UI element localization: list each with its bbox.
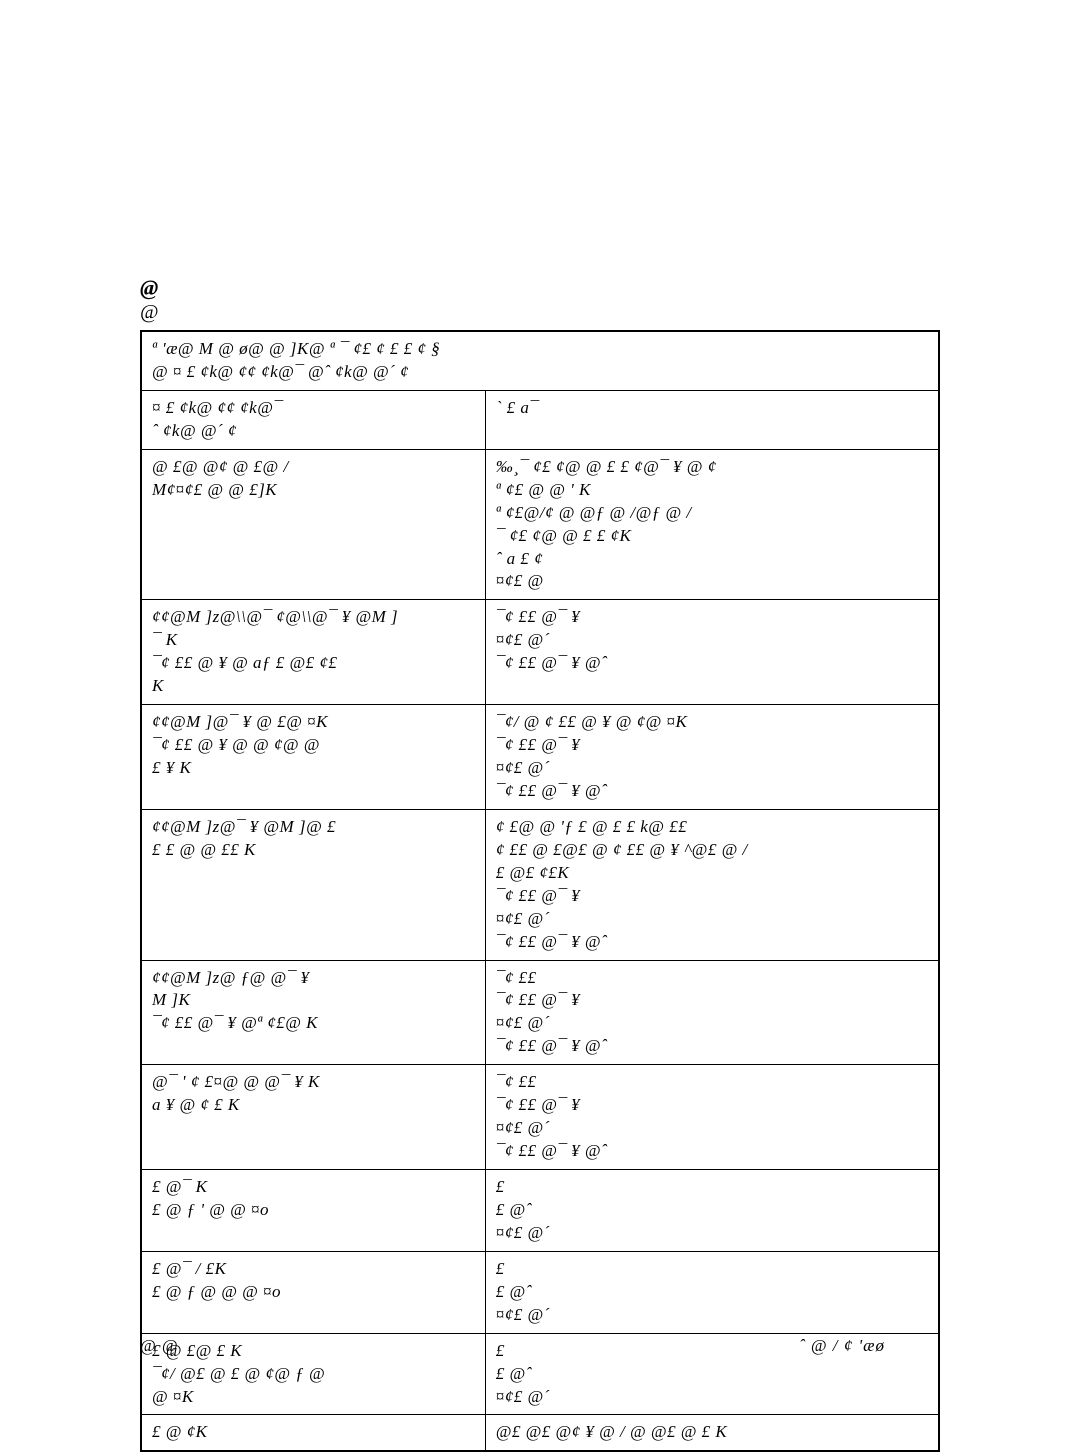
cell-right: ¢ £@ @ 'ƒ £ @ £ £ k@ ££¢ ££ @ £@£ @ ¢ ££…	[485, 809, 939, 960]
cell-left: @ £@ @¢ @ £@ /M¢¤¢£ @ @ £]K	[141, 449, 485, 600]
cell-right: ¯¢ ££¯¢ ££ @¯ ¥ ¤¢£ @´¯¢ ££ @¯ ¥ @ˆ	[485, 960, 939, 1065]
cell-right: ¯¢ ££¯¢ ££ @¯ ¥ ¤¢£ @´¯¢ ££ @¯ ¥ @ˆ	[485, 1065, 939, 1170]
cell-left: £ @¯ / £K £ @ ƒ @ @ @ ¤o	[141, 1251, 485, 1333]
cell-left: ¢¢@M ]z@\\@¯ ¢@\\@¯ ¥ @M ]¯ K¯¢ ££ @ ¥ @…	[141, 600, 485, 705]
cell-right: £ £ @ˆ ¤¢£ @´	[485, 1251, 939, 1333]
table-row: @ £@ @¢ @ £@ /M¢¤¢£ @ @ £]K ‰¸¯ ¢£ ¢@ @ …	[141, 449, 939, 600]
cell-right: ` £ a¯	[485, 390, 939, 449]
cell-left: £ @¯ K £ @ ƒ ' @ @ ¤o	[141, 1170, 485, 1252]
page-heading: @ @	[140, 275, 159, 324]
table-header-cell: ª 'æ@ M @ ø@ @ ]K@ ª ¯ ¢£ ¢ £ £ ¢ § @ ¤ …	[141, 331, 939, 390]
cell-left: ¢¢@M ]@¯ ¥ @ £@ ¤K¯¢ ££ @ ¥ @ @ ¢@ @ £ ¥…	[141, 705, 485, 810]
heading-line-1: @	[140, 275, 159, 301]
table-row: ¢¢@M ]z@ ƒ@ @¯ ¥M ]K¯¢ ££ @¯ ¥ @ª ¢£@ K …	[141, 960, 939, 1065]
table-row: ¢¢@M ]z@¯ ¥ @M ]@ £ £ £ @ @ ££ K ¢ £@ @ …	[141, 809, 939, 960]
main-table: ª 'æ@ M @ ø@ @ ]K@ ª ¯ ¢£ ¢ £ £ ¢ § @ ¤ …	[140, 330, 940, 1452]
cell-left: ¢¢@M ]z@¯ ¥ @M ]@ £ £ £ @ @ ££ K	[141, 809, 485, 960]
cell-right: @£ @£ @¢ ¥ @ / @ @£ @ £ K	[485, 1415, 939, 1451]
cell-left: £ @ £@ £ K¯¢/ @£ @ £ @ ¢@ ƒ @ @ ¤K	[141, 1333, 485, 1415]
table-row: ¢¢@M ]@¯ ¥ @ £@ ¤K¯¢ ££ @ ¥ @ @ ¢@ @ £ ¥…	[141, 705, 939, 810]
header-line-1: ª 'æ@ M @ ø@ @ ]K@ ª ¯ ¢£ ¢ £ £ ¢ §	[152, 338, 928, 361]
cell-left: ¢¢@M ]z@ ƒ@ @¯ ¥M ]K¯¢ ££ @¯ ¥ @ª ¢£@ K	[141, 960, 485, 1065]
footer-right: ˆ @ / ¢ 'æø	[799, 1336, 885, 1356]
header-line-2: @ ¤ £ ¢k@ ¢¢ ¢k@¯ @ˆ ¢k@ @´ ¢	[152, 361, 928, 384]
table-row: £ @ ¢K @£ @£ @¢ ¥ @ / @ @£ @ £ K	[141, 1415, 939, 1451]
footer-left: @ @	[140, 1336, 179, 1356]
cell-left: £ @ ¢K	[141, 1415, 485, 1451]
table-row: @¯ ' ¢ £¤@ @ @¯ ¥ K a ¥ @ ¢ £ K ¯¢ ££¯¢ …	[141, 1065, 939, 1170]
cell-right: £ £ @ˆ ¤¢£ @´	[485, 1170, 939, 1252]
heading-line-2: @	[140, 301, 159, 324]
table-row: £ @¯ / £K £ @ ƒ @ @ @ ¤o £ £ @ˆ ¤¢£ @´	[141, 1251, 939, 1333]
cell-left: ¤ £ ¢k@ ¢¢ ¢k@¯ˆ ¢k@ @´ ¢	[141, 390, 485, 449]
cell-left: @¯ ' ¢ £¤@ @ @¯ ¥ K a ¥ @ ¢ £ K	[141, 1065, 485, 1170]
cell-right: ¯¢/ @ ¢ ££ @ ¥ @ ¢@ ¤K¯¢ ££ @¯ ¥ ¤¢£ @´¯…	[485, 705, 939, 810]
table-row: ¤ £ ¢k@ ¢¢ ¢k@¯ˆ ¢k@ @´ ¢ ` £ a¯	[141, 390, 939, 449]
cell-right: ‰¸¯ ¢£ ¢@ @ £ £ ¢@¯ ¥ @ ¢ª ¢£ @ @ ' Kª ¢…	[485, 449, 939, 600]
cell-right: ¯¢ ££ @¯ ¥ ¤¢£ @´¯¢ ££ @¯ ¥ @ˆ	[485, 600, 939, 705]
table-row: £ @¯ K £ @ ƒ ' @ @ ¤o £ £ @ˆ ¤¢£ @´	[141, 1170, 939, 1252]
table-row: ¢¢@M ]z@\\@¯ ¢@\\@¯ ¥ @M ]¯ K¯¢ ££ @ ¥ @…	[141, 600, 939, 705]
table-header-row: ª 'æ@ M @ ø@ @ ]K@ ª ¯ ¢£ ¢ £ £ ¢ § @ ¤ …	[141, 331, 939, 390]
